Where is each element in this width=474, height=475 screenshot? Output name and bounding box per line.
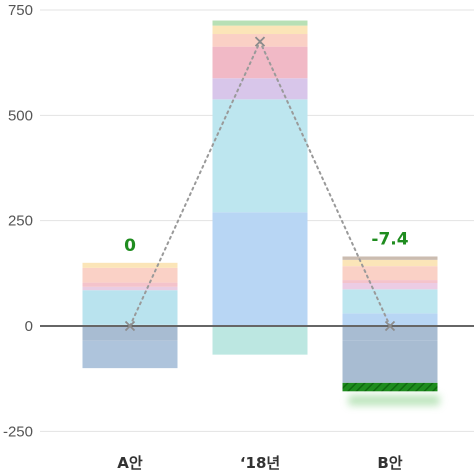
bar-segment	[342, 266, 438, 281]
bar-segment	[212, 326, 308, 355]
net-value-marker	[124, 320, 136, 332]
y-tick-label: 250	[8, 213, 33, 230]
bar-segment	[342, 259, 438, 267]
bar-segment	[342, 283, 438, 290]
bar-segment	[82, 282, 178, 287]
x-tick-label: B안	[377, 454, 402, 472]
bar-segment	[342, 382, 438, 392]
bar-segment	[82, 267, 178, 283]
x-tick-label: ‘18년	[240, 454, 280, 472]
bar-segment	[82, 290, 178, 325]
labels: 750 500 250 0 -250 A안 0 ‘18년 B안 -7.4	[3, 2, 409, 472]
y-tick-label: 0	[25, 318, 33, 335]
net-line	[124, 36, 396, 332]
bar-segment	[212, 25, 308, 35]
bar-segment	[342, 280, 438, 284]
bar-segment	[342, 313, 438, 326]
bar-segment	[82, 340, 178, 369]
bar-segment	[212, 78, 308, 100]
net-value-marker	[384, 320, 396, 332]
y-tick-label: -250	[3, 423, 33, 440]
data-label: 0	[124, 236, 136, 256]
y-tick-label: 500	[8, 107, 33, 124]
net-value-marker	[254, 36, 266, 47]
data-label: -7.4	[371, 229, 408, 249]
bar-segment	[342, 326, 438, 341]
bar-segment	[82, 326, 178, 341]
bar-segment	[342, 289, 438, 314]
bar-segment	[82, 286, 178, 291]
y-tick-label: 750	[8, 2, 33, 19]
bar-segment	[212, 46, 308, 79]
bar-segment	[212, 212, 308, 326]
bar-segment	[342, 340, 438, 383]
bar-segment	[212, 20, 308, 26]
bars	[82, 20, 440, 406]
bar-segment	[342, 256, 438, 260]
x-tick-label: A안	[117, 454, 143, 472]
bar-shadow	[348, 395, 440, 406]
bar-segment	[82, 262, 178, 268]
bar-segment	[212, 99, 308, 213]
